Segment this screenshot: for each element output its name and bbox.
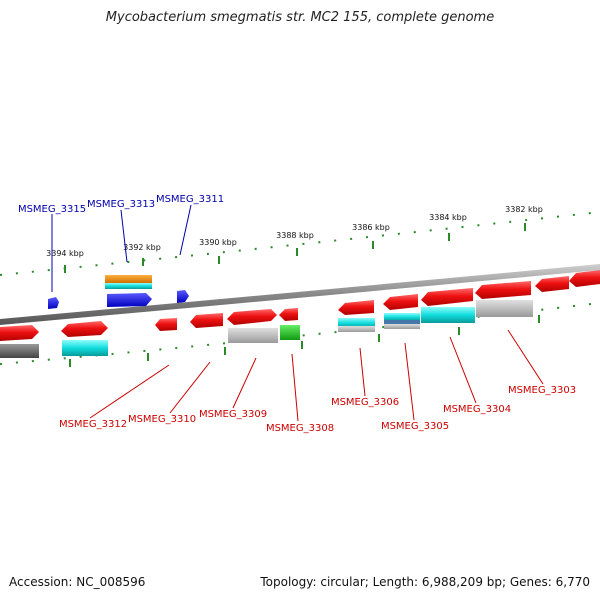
gene-feature[interactable] <box>535 276 569 292</box>
tick-label: 3392 kbp <box>123 243 161 252</box>
gene-feature[interactable] <box>105 283 152 289</box>
gene-label[interactable]: MSMEG_3304 <box>443 404 511 415</box>
tick-label: 3394 kbp <box>46 249 84 258</box>
gene-feature[interactable] <box>279 308 298 321</box>
gene-feature[interactable] <box>338 318 375 328</box>
gene-feature[interactable] <box>475 281 531 299</box>
topology-text: Topology: circular; Length: 6,988,209 bp… <box>260 575 590 589</box>
gene-feature[interactable] <box>476 300 533 317</box>
gene-feature[interactable] <box>280 325 300 340</box>
gene-feature[interactable] <box>338 326 375 332</box>
forward-features <box>48 270 600 315</box>
gene-label[interactable]: MSMEG_3306 <box>331 397 399 408</box>
leader-line <box>179 204 192 256</box>
gene-feature[interactable] <box>227 309 277 325</box>
gene-feature[interactable] <box>177 290 189 303</box>
gene-feature[interactable] <box>421 307 475 323</box>
gene-feature[interactable] <box>384 313 420 321</box>
gene-label[interactable]: MSMEG_3308 <box>266 423 334 434</box>
leader-line <box>359 347 366 397</box>
genome-backbone <box>0 264 600 325</box>
diagram-title: Mycobacterium smegmatis str. MC2 155, co… <box>105 10 495 25</box>
tick-label: 3390 kbp <box>199 238 237 247</box>
gene-label[interactable]: MSMEG_3309 <box>199 409 267 420</box>
gene-feature[interactable] <box>383 294 418 310</box>
accession-text: Accession: NC_008596 <box>9 575 146 589</box>
gene-feature[interactable] <box>155 318 177 331</box>
gene-feature[interactable] <box>190 313 223 328</box>
gene-feature[interactable] <box>0 325 39 341</box>
tick-label: 3382 kbp <box>505 205 543 214</box>
gene-feature[interactable] <box>421 288 473 306</box>
outer-tick-ring <box>0 211 600 276</box>
leader-line <box>507 329 544 385</box>
gene-label[interactable]: MSMEG_3312 <box>59 419 127 430</box>
tick-label: 3388 kbp <box>276 231 314 240</box>
gene-label[interactable]: MSMEG_3305 <box>381 421 449 432</box>
gene-feature[interactable] <box>62 340 108 356</box>
gene-feature[interactable] <box>61 321 108 337</box>
gene-label[interactable]: MSMEG_3315 <box>18 204 86 215</box>
gene-feature[interactable] <box>48 297 59 309</box>
gene-feature[interactable] <box>107 293 152 307</box>
leader-line <box>120 209 128 263</box>
gene-feature[interactable] <box>338 300 374 315</box>
tick-label: 3384 kbp <box>429 213 467 222</box>
leader-line <box>89 364 170 419</box>
reverse-features <box>0 300 533 358</box>
major-ticks <box>64 223 540 367</box>
gene-feature[interactable] <box>384 324 420 329</box>
gene-label[interactable]: MSMEG_3311 <box>156 194 224 205</box>
tick-label: 3386 kbp <box>352 223 390 232</box>
gene-label[interactable]: MSMEG_3310 <box>128 414 196 425</box>
gene-feature[interactable] <box>569 270 600 287</box>
gene-feature[interactable] <box>0 344 39 358</box>
leader-line <box>449 336 477 404</box>
gene-feature[interactable] <box>105 275 152 283</box>
leader-line <box>169 361 211 414</box>
leader-line <box>232 357 257 409</box>
leader-line <box>404 342 415 421</box>
leader-line <box>291 353 299 422</box>
gene-feature[interactable] <box>228 328 278 343</box>
gene-label[interactable]: MSMEG_3303 <box>508 385 576 396</box>
gene-label[interactable]: MSMEG_3313 <box>87 199 155 210</box>
gene-feature[interactable] <box>384 320 420 324</box>
